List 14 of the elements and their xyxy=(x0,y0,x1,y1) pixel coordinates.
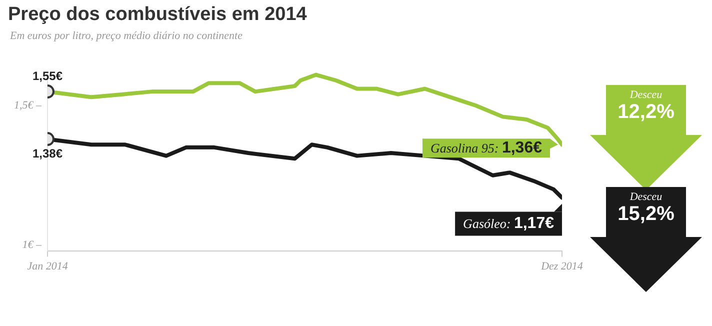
data-label: 1,17€ xyxy=(514,215,554,232)
y-tick-label: 1,5€ – xyxy=(14,99,42,112)
data-label: 1,36€ xyxy=(502,140,542,157)
x-tick-label: Jan 2014 xyxy=(27,260,68,272)
chart-title: Preço dos combustíveis em 2014 xyxy=(8,4,307,26)
text: Gasóleo: xyxy=(463,216,514,232)
text: Desceu 15,2% xyxy=(616,191,676,225)
data-label: 1,55€ xyxy=(32,68,63,83)
data-label: 1,38€ xyxy=(32,146,63,160)
chart-subtitle: Em euros por litro, preço médio diário no continente xyxy=(10,30,242,42)
y-tick-label: 1€ – xyxy=(22,239,42,252)
text: Desceu 12,2% xyxy=(616,89,676,123)
x-tick-label: Dez 2014 xyxy=(540,260,584,272)
series-label: Gasolina 95: xyxy=(430,140,502,156)
